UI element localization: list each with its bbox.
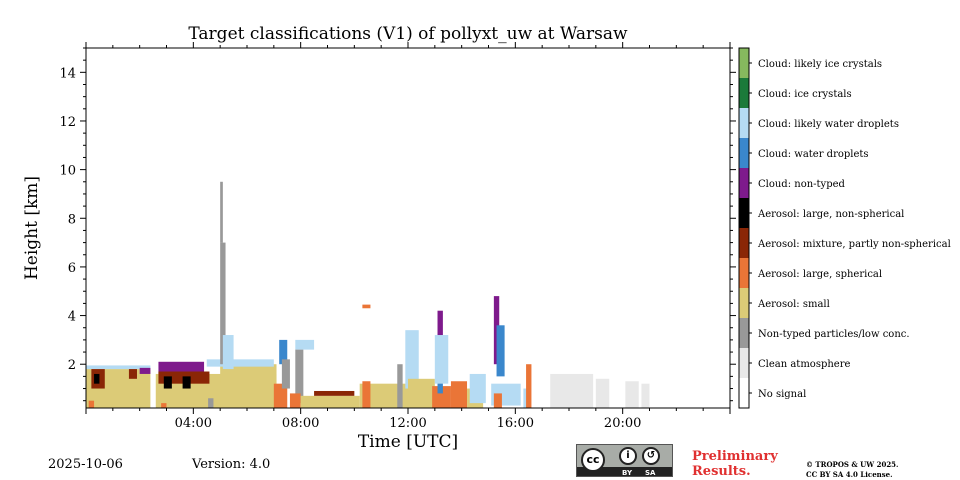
classification-region-11 xyxy=(163,376,172,389)
preliminary-line2: Results. xyxy=(692,464,751,479)
classification-region-13 xyxy=(161,403,167,408)
cc-badge-bar xyxy=(577,467,672,476)
classification-region-39 xyxy=(469,373,486,404)
classification-region-19 xyxy=(273,383,288,408)
colorbar: No signal Clean atmosphere Non-typed parti… xyxy=(738,47,951,409)
plot-area xyxy=(86,181,650,408)
colorbar-label-3: Aerosol: small xyxy=(757,299,830,310)
y-tick-label: 4 xyxy=(68,310,76,325)
colorbar-label-0: No signal xyxy=(758,389,806,400)
classification-region-32 xyxy=(408,378,435,408)
x-axis-label: Time [UTC] xyxy=(357,432,459,452)
classification-region-37 xyxy=(450,381,468,408)
colorbar-swatch-4 xyxy=(739,258,749,288)
classification-region-25 xyxy=(300,395,360,408)
classification-region-9 xyxy=(158,361,205,374)
colorbar-swatch-0 xyxy=(739,378,749,408)
colorbar-swatch-6 xyxy=(739,198,749,228)
classification-region-15 xyxy=(208,398,214,408)
classification-region-33 xyxy=(432,386,451,408)
y-tick-label: 8 xyxy=(68,212,76,227)
colorbar-label-8: Cloud: water droplets xyxy=(758,149,869,160)
colorbar-swatch-11 xyxy=(739,48,749,78)
classification-region-43 xyxy=(493,393,502,408)
date-label: 2025-10-06 xyxy=(48,457,123,472)
classification-region-35 xyxy=(437,310,443,350)
by-person-icon: i xyxy=(619,447,637,465)
cc-license-badge: cc i ↺ BY SA xyxy=(576,444,673,477)
colorbar-label-7: Cloud: non-typed xyxy=(758,179,846,190)
classification-region-46 xyxy=(550,373,594,408)
copyright-line2: CC BY SA 4.0 License. xyxy=(806,470,893,479)
colorbar-frame xyxy=(738,47,750,409)
y-tick-label: 12 xyxy=(59,115,76,130)
x-tick-label: 12:00 xyxy=(389,416,426,431)
colorbar-swatch-1 xyxy=(739,348,749,378)
colorbar-label-5: Aerosol: mixture, partly non-spherical xyxy=(757,239,951,250)
y-tick-label: 10 xyxy=(59,164,76,179)
x-tick-label: 04:00 xyxy=(175,416,212,431)
colorbar-label-2: Non-typed particles/low conc. xyxy=(758,329,910,340)
colorbar-swatch-7 xyxy=(739,168,749,198)
classification-region-3 xyxy=(94,373,100,384)
copyright-line1: © TROPOS & UW 2025. xyxy=(806,460,899,469)
colorbar-swatch-5 xyxy=(739,228,749,258)
preliminary-notice: Preliminary Results. xyxy=(692,449,778,479)
classification-region-16 xyxy=(220,242,226,365)
y-tick-label: 6 xyxy=(68,261,76,276)
classification-region-29 xyxy=(362,304,371,309)
classification-region-41 xyxy=(496,325,505,377)
classification-region-5 xyxy=(128,369,137,379)
version-label: Version: 4.0 xyxy=(192,457,271,472)
classification-region-48 xyxy=(625,381,639,408)
classification-region-6 xyxy=(139,367,151,374)
colorbar-label-11: Cloud: likely ice crystals xyxy=(758,59,882,70)
x-tick-label: 20:00 xyxy=(604,416,641,431)
chart-title: Target classifications (V1) of pollyxt_u… xyxy=(188,24,628,44)
classification-region-49 xyxy=(641,383,650,408)
y-axis-label: Height [km] xyxy=(22,175,42,281)
classification-region-30 xyxy=(397,364,403,408)
classification-region-45 xyxy=(526,364,532,408)
y-tick-label: 14 xyxy=(59,66,76,81)
x-tick-label: 08:00 xyxy=(282,416,319,431)
colorbar-swatch-8 xyxy=(739,138,749,168)
classification-region-36 xyxy=(434,335,449,384)
classification-region-23 xyxy=(295,349,304,404)
x-tick-label: 16:00 xyxy=(497,416,534,431)
classification-region-8 xyxy=(220,364,277,384)
colorbar-label-9: Cloud: likely water droplets xyxy=(758,119,899,130)
classification-region-28 xyxy=(362,381,371,408)
classification-region-17 xyxy=(220,181,223,243)
copyright-notice: © TROPOS & UW 2025. CC BY SA 4.0 License… xyxy=(806,460,899,480)
sa-label: SA xyxy=(645,469,656,477)
by-label: BY xyxy=(622,469,633,477)
classification-region-26 xyxy=(314,390,355,396)
classification-region-24 xyxy=(289,393,301,408)
classification-region-1 xyxy=(86,365,151,370)
classification-region-4 xyxy=(88,400,95,408)
classification-region-14 xyxy=(206,359,274,367)
colorbar-swatch-9 xyxy=(739,108,749,138)
colorbar-swatch-2 xyxy=(739,318,749,348)
preliminary-line1: Preliminary xyxy=(692,449,778,464)
colorbar-label-1: Clean atmosphere xyxy=(758,359,851,370)
classification-region-12 xyxy=(182,376,191,389)
colorbar-label-6: Aerosol: large, non-spherical xyxy=(757,209,904,220)
classification-region-47 xyxy=(595,378,610,408)
cc-logo-icon: cc xyxy=(581,448,605,472)
colorbar-label-4: Aerosol: large, spherical xyxy=(757,269,882,280)
classification-region-18 xyxy=(222,335,234,370)
colorbar-label-10: Cloud: ice crystals xyxy=(758,89,852,100)
axes: 04:00 08:00 12:00 16:00 20:00 2 4 6 8 10 12 14 xyxy=(59,42,736,431)
colorbar-swatch-3 xyxy=(739,288,749,318)
classification-region-20 xyxy=(279,339,288,365)
y-tick-label: 2 xyxy=(68,358,76,373)
classification-region-22 xyxy=(295,339,315,350)
share-alike-icon: ↺ xyxy=(642,447,660,465)
classification-region-21 xyxy=(281,359,290,389)
classification-region-31 xyxy=(405,330,419,389)
colorbar-swatch-10 xyxy=(739,78,749,108)
